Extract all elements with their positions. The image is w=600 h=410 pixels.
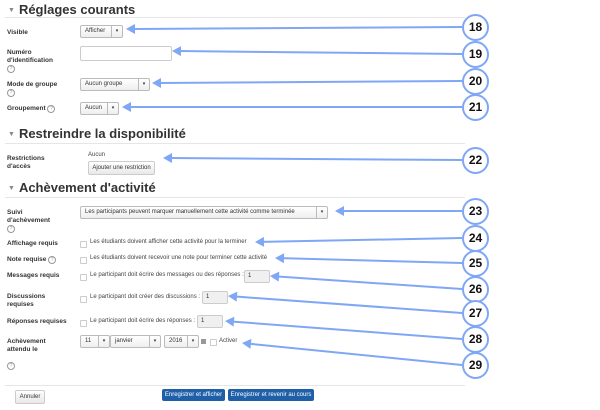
arrowhead-icon	[163, 153, 173, 164]
tracking-select[interactable]: Les participants peuvent marquer manuell…	[80, 206, 328, 219]
arrow-line	[247, 342, 463, 366]
chevron-down-icon: ▾	[316, 207, 327, 218]
arrow-line	[157, 80, 463, 84]
posts-checkbox[interactable]	[80, 274, 87, 281]
callout-number: 28	[462, 326, 489, 353]
save-return-button[interactable]: Enregistrer et revenir au cours	[228, 389, 314, 401]
replies-label: Réponses requises	[7, 318, 67, 325]
arrowhead-icon	[275, 253, 285, 264]
arrowhead-icon	[255, 236, 265, 247]
grouping-label: Groupement ?	[7, 105, 56, 113]
arrow-line	[260, 237, 463, 243]
view-checkbox[interactable]	[80, 241, 87, 248]
grade-text: Les étudiants doivent recevoir une note …	[90, 255, 268, 261]
arrowhead-icon	[172, 46, 182, 57]
arrowhead-icon	[242, 338, 252, 349]
day-select[interactable]: 11 ▾	[80, 335, 110, 348]
callout-number: 19	[462, 41, 489, 68]
arrowhead-icon	[225, 316, 235, 327]
arrow-line	[131, 26, 463, 30]
arrowhead-icon	[126, 23, 136, 34]
arrow-line	[230, 320, 463, 340]
grouping-select[interactable]: Aucun ▾	[80, 102, 119, 115]
discussions-text: Le participant doit créer des discussion…	[90, 294, 201, 300]
chevron-down-icon: ▾	[107, 103, 118, 114]
restrictions-label: Restrictions d'accès	[7, 155, 45, 170]
arrowhead-icon	[152, 77, 162, 88]
help-icon[interactable]: ?	[7, 225, 15, 233]
arrow-line	[177, 50, 463, 55]
callout-number: 27	[462, 300, 489, 327]
grade-checkbox[interactable]	[80, 257, 87, 264]
arrowhead-icon	[335, 206, 344, 216]
chevron-down-icon: ▾	[98, 336, 109, 347]
arrow-line	[168, 157, 463, 161]
help-icon[interactable]: ?	[7, 362, 15, 370]
replies-checkbox[interactable]	[80, 320, 87, 327]
discussions-checkbox[interactable]	[80, 296, 87, 303]
enable-checkbox[interactable]	[210, 339, 217, 346]
year-select[interactable]: 2016 ▾	[164, 335, 199, 348]
posts-text: Le participant doit écrire des messages …	[90, 272, 244, 278]
visible-label: Visible	[7, 29, 28, 36]
idnumber-label: Numéro d'identification?	[7, 49, 53, 73]
arrow-line	[233, 295, 463, 314]
discussions-label: Discussions requises	[7, 293, 46, 308]
collapse-icon: ▼	[8, 185, 15, 193]
tracking-label: Suivi d'achèvement?	[7, 209, 51, 233]
help-icon[interactable]: ?	[47, 105, 56, 113]
replies-text: Le participant doit écrire des réponses …	[90, 318, 196, 324]
section-completion-header[interactable]: ▼ Achèvement d'activité	[8, 180, 156, 195]
callout-number: 26	[462, 276, 489, 303]
section-restrict-header[interactable]: ▼ Restreindre la disponibilité	[8, 126, 186, 141]
help-icon[interactable]: ?	[7, 65, 15, 73]
groupmode-label: Mode de groupe?	[7, 81, 58, 97]
chevron-down-icon: ▾	[187, 336, 198, 347]
arrow-line	[275, 275, 463, 290]
arrowhead-icon	[270, 271, 280, 282]
callout-number: 25	[462, 250, 489, 277]
divider	[5, 143, 465, 144]
expected-label: Achèvement attendu le?	[7, 338, 46, 370]
help-icon[interactable]: ?	[48, 256, 57, 264]
cancel-button[interactable]: Annuler	[15, 390, 45, 404]
callout-number: 24	[462, 225, 489, 252]
calendar-icon[interactable]	[201, 339, 206, 344]
callout-number: 18	[462, 14, 489, 41]
arrowhead-icon	[228, 291, 238, 302]
groupmode-select[interactable]: Aucun groupe ▾	[80, 78, 150, 91]
visible-select[interactable]: Afficher ▾	[80, 25, 123, 38]
callout-number: 23	[462, 198, 489, 225]
callout-number: 21	[462, 94, 489, 121]
arrow-line	[280, 257, 463, 264]
restrictions-value: Aucun	[88, 152, 106, 158]
posts-input[interactable]: 1	[244, 270, 270, 283]
save-display-button[interactable]: Enregistrer et afficher	[162, 389, 225, 401]
callout-number: 20	[462, 68, 489, 95]
chevron-down-icon: ▾	[149, 336, 160, 347]
divider	[5, 385, 465, 386]
view-text: Les étudiants doivent afficher cette act…	[90, 239, 247, 245]
grade-label: Note requise ?	[7, 256, 57, 264]
arrowhead-icon	[122, 102, 131, 112]
view-label: Affichage requis	[7, 240, 58, 247]
posts-label: Messages requis	[7, 272, 60, 279]
discussions-input[interactable]: 1	[202, 291, 228, 304]
month-select[interactable]: janvier ▾	[110, 335, 161, 348]
help-icon[interactable]: ?	[7, 89, 15, 97]
enable-label: Activer	[219, 338, 238, 344]
callout-number: 29	[462, 352, 489, 379]
chevron-down-icon: ▾	[138, 79, 149, 90]
idnumber-input[interactable]	[80, 46, 172, 61]
replies-input[interactable]: 1	[197, 315, 223, 328]
divider	[5, 197, 465, 198]
chevron-down-icon: ▾	[111, 26, 122, 37]
divider	[5, 17, 465, 18]
section-general-header[interactable]: ▼ Réglages courants	[8, 2, 136, 17]
callout-number: 22	[462, 147, 489, 174]
add-restriction-button[interactable]: Ajouter une restriction	[88, 161, 155, 175]
collapse-icon: ▼	[8, 131, 15, 139]
collapse-icon: ▼	[8, 7, 15, 15]
